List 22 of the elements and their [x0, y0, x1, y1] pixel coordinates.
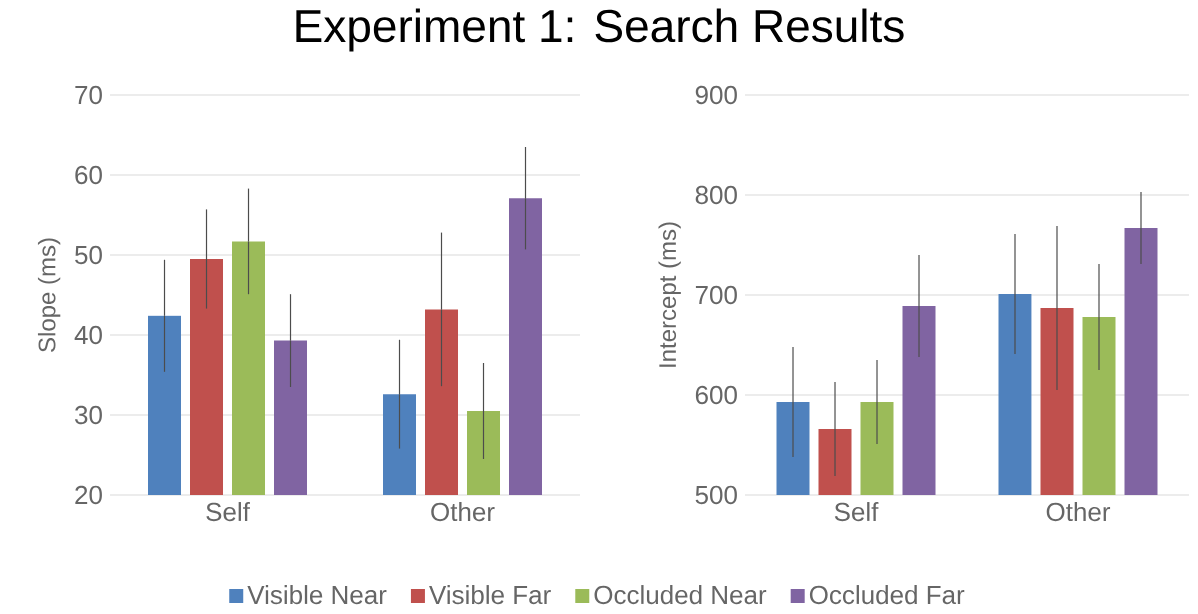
legend-label: Occluded Far: [809, 585, 965, 605]
y-tick-label: 900: [695, 85, 737, 105]
legend-label: Visible Near: [247, 585, 387, 605]
legend-label: Visible Far: [429, 585, 551, 605]
y-axis-title: Intercept (ms): [658, 222, 681, 367]
x-tick-label: Self: [834, 502, 879, 522]
y-tick-label: 40: [74, 325, 102, 345]
y-tick-label: 60: [75, 165, 102, 185]
y-tick-label: 600: [695, 385, 737, 405]
x-tick-label: Other: [1046, 502, 1111, 522]
y-tick-label: 500: [695, 485, 737, 505]
y-tick-label: 700: [695, 285, 737, 305]
y-tick-label: 30: [75, 405, 102, 425]
y-tick-label: 800: [695, 185, 737, 205]
y-tick-label: 70: [75, 85, 102, 105]
chart-title: Experiment 1: Search Results: [296, 8, 904, 52]
y-tick-label: 50: [75, 245, 102, 265]
y-axis-title: Slope (ms): [37, 238, 61, 352]
x-tick-label: Other: [431, 502, 495, 522]
legend-label: Occluded Near: [594, 585, 767, 605]
y-tick-label: 20: [75, 485, 102, 505]
x-tick-label: Self: [206, 502, 250, 522]
